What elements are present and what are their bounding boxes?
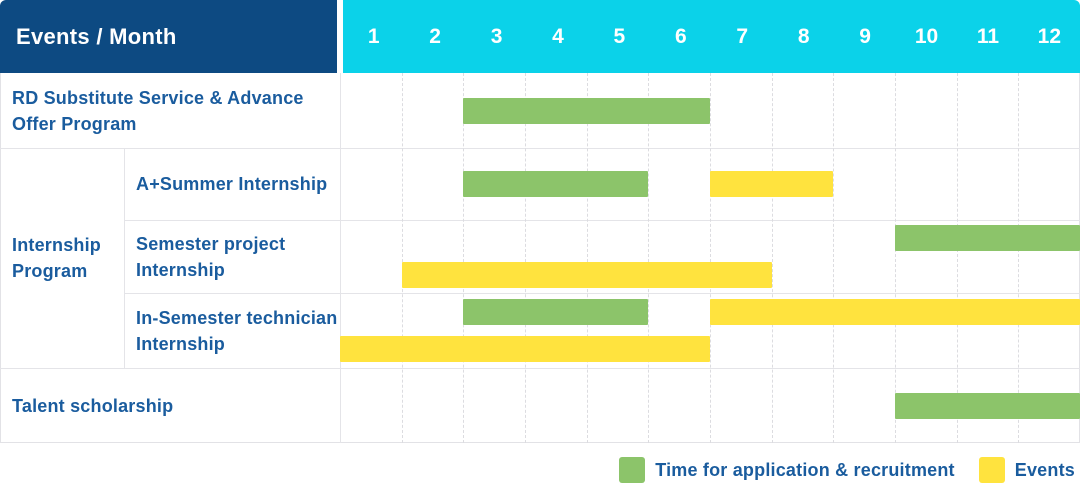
month-header-row: 1 2 3 4 5 6 7 8 9 10 11 12 <box>343 0 1080 73</box>
bar-green-m3-m6 <box>463 98 710 124</box>
group-label-internship-program: Internship Program <box>12 235 102 281</box>
row-separator <box>0 368 1080 369</box>
month-gridline <box>463 73 464 443</box>
row-label-a-plus-summer: A+Summer Internship <box>136 174 328 194</box>
bar-green-m3-m5 <box>463 171 649 197</box>
month-header-5: 5 <box>613 24 626 48</box>
month-gridline <box>833 73 834 443</box>
month-header-3: 3 <box>490 24 503 48</box>
row-separator <box>0 148 1080 149</box>
bar-green-m3-m5 <box>463 299 649 325</box>
bar-green-m10-m12 <box>895 393 1080 419</box>
month-header-10: 10 <box>914 24 939 48</box>
bar-green-m10-m12 <box>895 225 1080 251</box>
row-label-semester-project: Semester project Internship <box>136 233 286 280</box>
legend-green-label: Time for application & recruitment <box>655 459 955 480</box>
legend: Time for application & recruitment Event… <box>619 455 1075 485</box>
month-header-8: 8 <box>797 24 810 48</box>
month-gridline <box>525 73 526 443</box>
bar-yellow-m7-m8 <box>710 171 834 197</box>
row-label-rd-substitute: RD Substitute Service & Advance Offer Pr… <box>12 87 304 134</box>
corner-header: Events / Month <box>0 0 340 73</box>
month-gridline <box>772 73 773 443</box>
row-label-in-semester-technician: In-Semester technician Internship <box>136 307 338 354</box>
bar-yellow-m7-m12 <box>710 299 1080 325</box>
month-header-6: 6 <box>674 24 687 48</box>
month-header-7: 7 <box>736 24 749 48</box>
month-header-4: 4 <box>552 24 564 48</box>
month-gridline <box>1018 73 1019 443</box>
bar-yellow-m1-m6 <box>340 336 710 362</box>
month-header-1: 1 <box>367 24 380 48</box>
month-header-9: 9 <box>859 24 871 48</box>
month-header-2: 2 <box>429 24 441 48</box>
row-separator <box>124 220 1080 221</box>
month-gridline <box>710 73 711 443</box>
chart-area <box>340 73 1080 443</box>
label-chart-separator <box>340 73 341 443</box>
row-label-talent-scholarship: Talent scholarship <box>12 395 174 416</box>
row-separator <box>124 293 1080 294</box>
month-gridline <box>648 73 649 443</box>
month-gridline <box>957 73 958 443</box>
month-gridline <box>587 73 588 443</box>
legend-yellow-swatch <box>978 457 1005 483</box>
month-header-11: 11 <box>976 24 1000 48</box>
bar-yellow-m2-m7 <box>401 262 772 288</box>
legend-yellow-label: Events <box>1014 459 1075 480</box>
legend-green-swatch <box>619 457 646 483</box>
month-gridline <box>895 73 896 443</box>
month-gridline <box>402 73 403 443</box>
group-column-separator <box>124 148 125 368</box>
corner-header-label: Events / Month <box>16 23 177 49</box>
month-header-12: 12 <box>1037 24 1062 48</box>
